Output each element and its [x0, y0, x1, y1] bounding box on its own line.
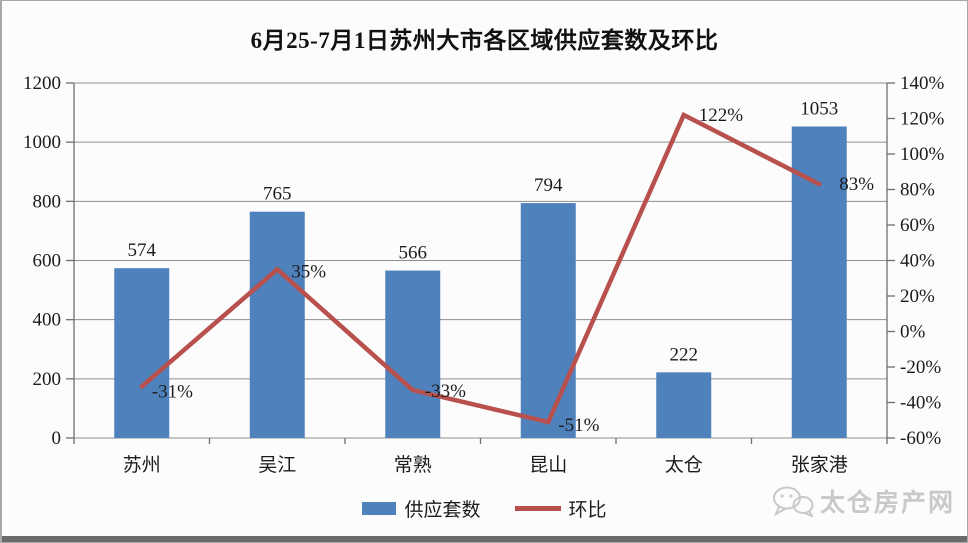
left-axis-tick-label: 0: [52, 428, 62, 449]
bar: [249, 211, 305, 438]
chart-title: 6月25-7月1日苏州大市各区域供应套数及环比: [250, 28, 719, 53]
bar-value-label: 222: [670, 344, 699, 365]
legend-line-swatch: [514, 505, 561, 511]
right-axis-tick-label: 20%: [900, 286, 935, 307]
bar: [656, 372, 712, 438]
watermark-text: 太仓房产网: [819, 490, 955, 517]
right-axis-tick-label: 0%: [900, 322, 926, 343]
bar: [385, 270, 441, 438]
category-label: 常熟: [394, 454, 432, 476]
bottom-divider: [2, 536, 967, 542]
pct-label: 122%: [699, 105, 744, 126]
pct-label: -33%: [425, 381, 466, 402]
right-axis-tick-label: 80%: [900, 180, 935, 201]
category-label: 张家港: [791, 454, 848, 476]
trend-line: [139, 111, 822, 425]
bar-value-label: 566: [399, 243, 428, 264]
left-axis-tick-label: 400: [33, 310, 62, 331]
legend-line-label: 环比: [568, 499, 607, 521]
bar-value-label: 1053: [800, 98, 838, 119]
bar-value-label: 574: [128, 240, 157, 261]
right-axis-tick-label: 40%: [900, 251, 935, 272]
right-axis-tick-label: -60%: [900, 428, 941, 449]
right-axis-tick-label: -20%: [900, 357, 941, 378]
bar-value-label: 794: [534, 175, 563, 196]
category-label: 太仓: [665, 454, 703, 476]
pct-label: -31%: [152, 382, 193, 403]
right-axis-tick-label: 60%: [900, 215, 935, 236]
legend-item-bars: 供应套数: [362, 495, 481, 522]
right-axis-tick-label: 140%: [900, 73, 945, 94]
category-label: 苏州: [123, 454, 161, 476]
bar: [791, 126, 847, 439]
pct-label: -51%: [558, 415, 599, 436]
left-axis-tick-label: 800: [33, 191, 62, 212]
right-axis-tick-label: 100%: [900, 144, 945, 165]
bar-value-label: 765: [263, 184, 292, 205]
right-axis-tick-label: -40%: [900, 393, 941, 414]
chart-legend: 供应套数 环比: [2, 495, 967, 522]
left-axis-tick-label: 200: [33, 369, 62, 390]
watermark: 太仓房产网: [771, 483, 955, 519]
bar: [520, 203, 576, 438]
left-axis-tick-label: 600: [33, 251, 62, 272]
left-axis-tick-label: 1200: [23, 73, 61, 94]
pct-label: 35%: [291, 261, 326, 282]
legend-item-line: 环比: [514, 495, 607, 522]
category-label: 吴江: [258, 454, 296, 476]
left-axis-tick-label: 1000: [23, 132, 61, 153]
bar: [114, 268, 170, 438]
right-axis-tick-label: 120%: [900, 109, 945, 130]
pct-label: 83%: [839, 174, 874, 195]
legend-bar-swatch: [362, 501, 397, 515]
category-label: 昆山: [529, 454, 567, 476]
legend-bar-label: 供应套数: [404, 499, 481, 521]
wechat-icon: [772, 486, 814, 517]
